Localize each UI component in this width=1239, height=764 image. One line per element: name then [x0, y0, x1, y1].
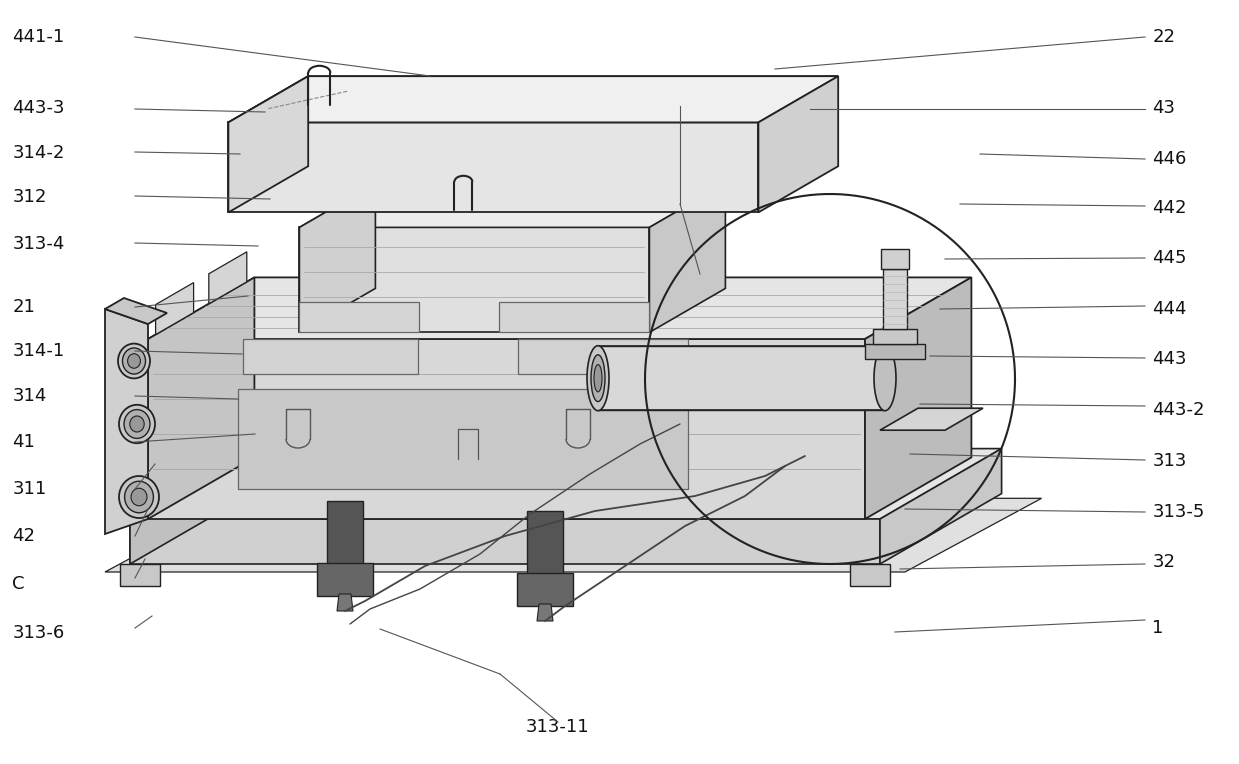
Text: 311: 311: [12, 480, 47, 498]
Polygon shape: [865, 344, 926, 359]
Text: 314-2: 314-2: [12, 144, 64, 162]
Text: 442: 442: [1152, 199, 1187, 217]
Text: C: C: [12, 575, 25, 593]
Polygon shape: [883, 269, 907, 329]
Ellipse shape: [128, 354, 140, 368]
Polygon shape: [300, 183, 375, 332]
Ellipse shape: [119, 476, 159, 518]
Polygon shape: [865, 277, 971, 519]
Polygon shape: [209, 252, 247, 304]
Text: 21: 21: [12, 298, 35, 316]
Polygon shape: [873, 329, 917, 344]
Ellipse shape: [124, 410, 150, 439]
Ellipse shape: [123, 348, 145, 374]
Text: 313-11: 313-11: [525, 718, 590, 736]
Text: 443: 443: [1152, 350, 1187, 368]
Text: 22: 22: [1152, 28, 1176, 46]
Ellipse shape: [873, 345, 896, 411]
Polygon shape: [147, 339, 865, 519]
Polygon shape: [105, 498, 1042, 572]
Polygon shape: [518, 339, 688, 374]
Polygon shape: [327, 501, 363, 566]
Text: 441-1: 441-1: [12, 28, 64, 46]
Polygon shape: [337, 594, 353, 611]
Ellipse shape: [593, 364, 602, 392]
Ellipse shape: [130, 416, 144, 432]
Polygon shape: [527, 511, 563, 576]
Polygon shape: [598, 346, 885, 410]
Ellipse shape: [591, 354, 605, 402]
Polygon shape: [238, 389, 688, 489]
Text: 445: 445: [1152, 249, 1187, 267]
Polygon shape: [228, 76, 839, 122]
Polygon shape: [300, 228, 649, 332]
Polygon shape: [850, 564, 890, 586]
Polygon shape: [517, 573, 572, 606]
Text: 312: 312: [12, 188, 47, 206]
Polygon shape: [228, 76, 839, 122]
Text: 313-6: 313-6: [12, 623, 64, 642]
Polygon shape: [120, 564, 160, 586]
Polygon shape: [317, 563, 373, 596]
Polygon shape: [105, 298, 167, 324]
Ellipse shape: [125, 481, 154, 513]
Polygon shape: [758, 76, 839, 212]
Polygon shape: [300, 183, 725, 228]
Text: 41: 41: [12, 432, 35, 451]
Polygon shape: [880, 448, 1001, 564]
Polygon shape: [228, 122, 758, 212]
Text: 313-5: 313-5: [1152, 503, 1204, 521]
Ellipse shape: [587, 345, 610, 411]
Text: 32: 32: [1152, 553, 1176, 571]
Text: 443-2: 443-2: [1152, 400, 1204, 419]
Polygon shape: [147, 277, 971, 339]
Polygon shape: [130, 448, 1001, 519]
Text: 446: 446: [1152, 150, 1187, 168]
Polygon shape: [499, 303, 649, 332]
Polygon shape: [130, 448, 252, 564]
Polygon shape: [881, 249, 909, 269]
Ellipse shape: [119, 405, 155, 443]
Polygon shape: [228, 76, 309, 212]
Polygon shape: [300, 303, 419, 332]
Text: 43: 43: [1152, 99, 1176, 118]
Ellipse shape: [131, 488, 147, 506]
Text: 1: 1: [1152, 619, 1163, 637]
Text: A: A: [672, 96, 686, 115]
Text: 42: 42: [12, 527, 36, 545]
Polygon shape: [105, 309, 147, 534]
Polygon shape: [147, 277, 254, 519]
Polygon shape: [536, 604, 553, 621]
Text: 313-4: 313-4: [12, 235, 64, 254]
Text: 314-1: 314-1: [12, 342, 64, 361]
Text: 313: 313: [1152, 452, 1187, 471]
Polygon shape: [880, 408, 983, 430]
Text: 314: 314: [12, 387, 47, 405]
Text: 444: 444: [1152, 299, 1187, 318]
Polygon shape: [130, 519, 880, 564]
Polygon shape: [156, 283, 193, 335]
Text: 443-3: 443-3: [12, 99, 64, 118]
Polygon shape: [649, 183, 725, 332]
Ellipse shape: [118, 344, 150, 378]
Polygon shape: [243, 339, 418, 374]
